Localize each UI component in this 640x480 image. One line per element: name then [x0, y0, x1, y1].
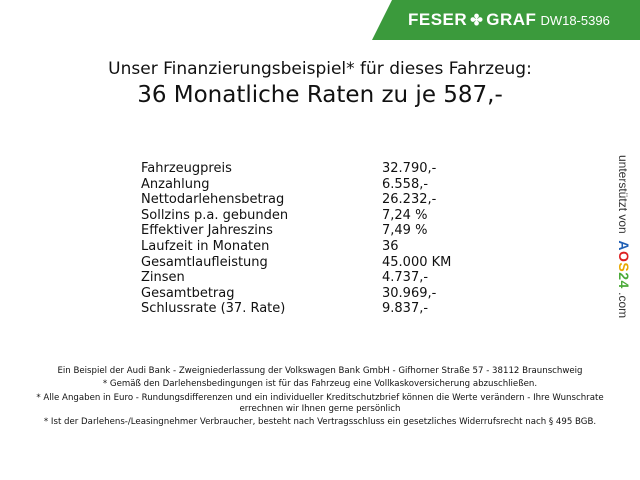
- footer-line: * Alle Angaben in Euro - Rundungsdiffere…: [36, 392, 604, 414]
- brand-left: FESER: [408, 10, 468, 29]
- row-value: 6.558,-: [382, 176, 429, 192]
- clover-icon: ✤: [470, 12, 484, 29]
- row-value: 26.232,-: [382, 192, 437, 208]
- row-value: 45.000 KM: [382, 254, 452, 270]
- supported-by: unterstützt von AOS24 .com: [612, 155, 632, 330]
- row-label: Laufzeit in Monaten: [141, 238, 270, 254]
- brand-banner: [372, 0, 640, 40]
- row-value: 9.837,-: [382, 301, 429, 317]
- row-label: Gesamtbetrag: [141, 285, 235, 301]
- table-row: Zinsen 4.737,-: [141, 270, 461, 286]
- table-row: Gesamtbetrag 30.969,-: [141, 286, 461, 302]
- table-row: Fahrzeugpreis 32.790,-: [141, 161, 461, 177]
- title-line-1: Unser Finanzierungsbeispiel* für dieses …: [108, 59, 532, 79]
- row-value: 7,24 %: [382, 207, 428, 223]
- row-value: 4.737,-: [382, 270, 429, 286]
- supported-by-suffix: .com: [616, 292, 630, 319]
- row-label: Gesamtlaufleistung: [141, 254, 268, 270]
- table-row: Effektiver Jahreszins 7,49 %: [141, 223, 461, 239]
- table-row: Anzahlung 6.558,-: [141, 177, 461, 193]
- finance-table: Fahrzeugpreis 32.790,- Anzahlung 6.558,- N…: [141, 161, 461, 317]
- row-value: 7,49 %: [382, 223, 428, 239]
- row-label: Effektiver Jahreszins: [141, 223, 273, 239]
- row-value: 36: [382, 238, 399, 254]
- row-label: Sollzins p.a. gebunden: [141, 207, 289, 223]
- table-row: Nettodarlehensbetrag 26.232,-: [141, 192, 461, 208]
- row-label: Nettodarlehensbetrag: [141, 192, 285, 208]
- aos24-logo: AOS24: [616, 240, 632, 289]
- row-label: Anzahlung: [141, 176, 210, 192]
- footer-line: Ein Beispiel der Audi Bank - Zweignieder…: [57, 366, 583, 376]
- footer-line: * Ist der Darlehens-/Leasingnehmer Verbr…: [43, 417, 597, 428]
- row-label: Schlussrate (37. Rate): [141, 301, 286, 317]
- row-value: 30.969,-: [382, 285, 437, 301]
- supported-by-text: unterstützt von: [616, 155, 630, 234]
- table-row: Schlussrate (37. Rate) 9.837,-: [141, 301, 461, 317]
- table-row: Sollzins p.a. gebunden 7,24 %: [141, 208, 461, 224]
- row-value: 32.790,-: [382, 161, 437, 176]
- title-line-2: 36 Monatliche Raten zu je 587,-: [137, 82, 503, 108]
- brand-logo: FESER ✤ GRAF DW18-5396: [408, 10, 610, 30]
- footer-disclaimer: Ein Beispiel der Audi Bank - Zweignieder…: [20, 366, 620, 430]
- row-label: Fahrzeugpreis: [141, 161, 232, 176]
- table-row: Laufzeit in Monaten 36: [141, 239, 461, 255]
- vehicle-code: DW18-5396: [540, 13, 610, 28]
- footer-line: * Gemäß den Darlehensbedingungen ist für…: [102, 379, 538, 390]
- brand-right: GRAF: [486, 10, 537, 29]
- row-label: Zinsen: [141, 270, 185, 286]
- table-row: Gesamtlaufleistung 45.000 KM: [141, 255, 461, 271]
